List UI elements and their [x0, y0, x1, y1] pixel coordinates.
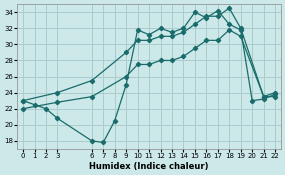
X-axis label: Humidex (Indice chaleur): Humidex (Indice chaleur): [89, 162, 209, 171]
